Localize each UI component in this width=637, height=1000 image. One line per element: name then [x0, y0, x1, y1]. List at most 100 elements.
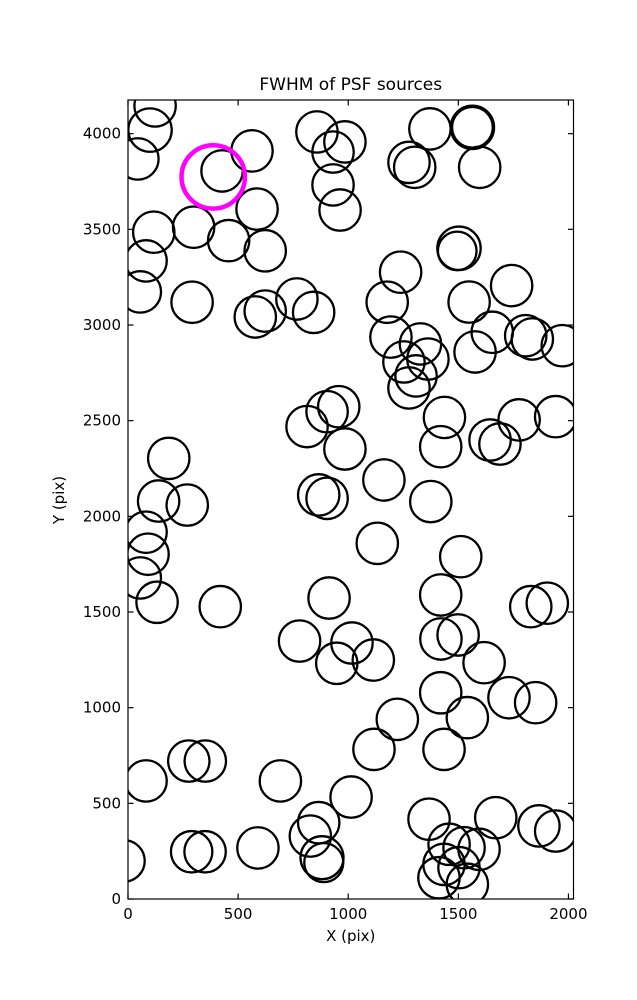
psf-source-circle [311, 130, 355, 174]
psf-source-circle [128, 532, 170, 577]
psf-source-circle [288, 814, 333, 858]
psf-source-circle [525, 581, 570, 626]
psf-source-circle [407, 797, 451, 842]
psf-source-circle [169, 829, 214, 874]
psf-source-circle [427, 822, 471, 867]
psf-source-circle [275, 277, 319, 321]
psf-source-circle [128, 556, 163, 600]
psf-source-circle [135, 580, 179, 625]
psf-source-circle [473, 795, 518, 840]
psf-source-circle [307, 576, 351, 620]
psf-source-circle [206, 218, 251, 263]
psf-source-circle [462, 640, 506, 685]
data-points [128, 100, 574, 899]
psf-source-circle [422, 727, 466, 772]
psf-source-circle [243, 228, 288, 273]
axes: 0 500 1000 1500 2000 0 500 1000 1500 2000 2500 3000… [83, 100, 588, 923]
psf-source-circle [378, 250, 423, 295]
x-tick-label: 2000 [549, 905, 587, 923]
psf-source-circle [291, 290, 336, 335]
psf-source-circle [436, 613, 480, 657]
psf-source-circle [369, 315, 413, 359]
psf-source-circle [351, 638, 396, 682]
psf-source-circle [277, 619, 322, 663]
psf-source-circle [352, 727, 396, 772]
psf-source-circle [314, 641, 359, 686]
psf-source-circle [233, 295, 278, 339]
psf-source-circle [445, 695, 490, 740]
psf-source-circle [329, 775, 373, 819]
psf-source-circle [422, 395, 467, 440]
psf-source-circle [296, 473, 341, 517]
psf-source-circle [170, 280, 214, 325]
psf-source-circle [258, 759, 303, 803]
psf-source-circle [418, 573, 463, 617]
psf-source-circle [183, 829, 227, 874]
psf-source-circle [128, 839, 146, 883]
psf-source-circle [382, 340, 426, 384]
x-tick-label: 1500 [439, 905, 477, 923]
psf-source-circle [128, 107, 173, 153]
x-tick-label: 500 [224, 905, 253, 923]
psf-source-circle [503, 313, 548, 358]
psf-source-circle [375, 697, 420, 742]
psf-source-circle [128, 239, 168, 283]
psf-source-circle [303, 841, 345, 884]
psf-source-circle [497, 398, 541, 442]
y-tick-label: 3500 [83, 220, 121, 238]
psf-source-circle [166, 739, 211, 783]
psf-source-circle [183, 739, 228, 783]
y-tick-label: 0 [111, 890, 121, 908]
psf-source-circle [136, 479, 181, 523]
psf-source-circle [513, 680, 558, 725]
psf-source-circle [487, 675, 531, 720]
x-tick-label: 0 [123, 905, 133, 923]
psf-source-circle [235, 187, 279, 231]
psf-source-circle [318, 188, 362, 232]
y-tick-label: 2500 [83, 412, 121, 430]
psf-source-circle [418, 670, 463, 715]
psf-source-circle [243, 289, 288, 333]
psf-source-circle [457, 145, 502, 190]
y-tick-label: 4000 [83, 125, 121, 143]
psf-source-circle [128, 270, 163, 314]
psf-source-circle [394, 354, 438, 398]
x-tick-label: 1000 [329, 905, 367, 923]
psf-source-circle [230, 129, 274, 173]
psf-source-circle [131, 210, 176, 255]
psf-source-circle [236, 826, 280, 870]
psf-source-circle [305, 476, 349, 521]
psf-source-circle [362, 458, 406, 502]
plot-frame [127, 99, 575, 900]
psf-source-circle [133, 100, 177, 128]
psf-source-circle [408, 479, 453, 524]
psf-source-circle [438, 534, 483, 579]
y-tick-label: 1000 [83, 699, 121, 717]
psf-source-circle [387, 140, 431, 185]
psf-source-circle [165, 483, 210, 527]
psf-source-circle [508, 584, 553, 629]
psf-source-circle [510, 317, 555, 361]
y-tick-label: 3000 [83, 316, 121, 334]
psf-source-circle [355, 521, 400, 566]
psf-source-circle [447, 280, 491, 324]
psf-source-circle [365, 280, 410, 325]
y-tick-label: 2000 [83, 507, 121, 525]
psf-source-circle [392, 145, 437, 190]
psf-source-circle [311, 163, 355, 207]
psf-source-circle [445, 862, 490, 899]
y-tick-label: 500 [92, 794, 121, 812]
x-axis-label: X (pix) [326, 927, 375, 945]
psf-source-circle [533, 394, 574, 439]
psf-source-circle [419, 617, 463, 661]
psf-source-circle [517, 804, 561, 848]
y-tick-label: 1500 [83, 603, 121, 621]
psf-source-circle [449, 104, 496, 151]
psf-source-circle [489, 263, 534, 308]
psf-source-circle [540, 323, 574, 368]
psf-source-circle [478, 422, 522, 466]
psf-source-circle [387, 366, 431, 410]
psf-source-circle [323, 427, 367, 471]
